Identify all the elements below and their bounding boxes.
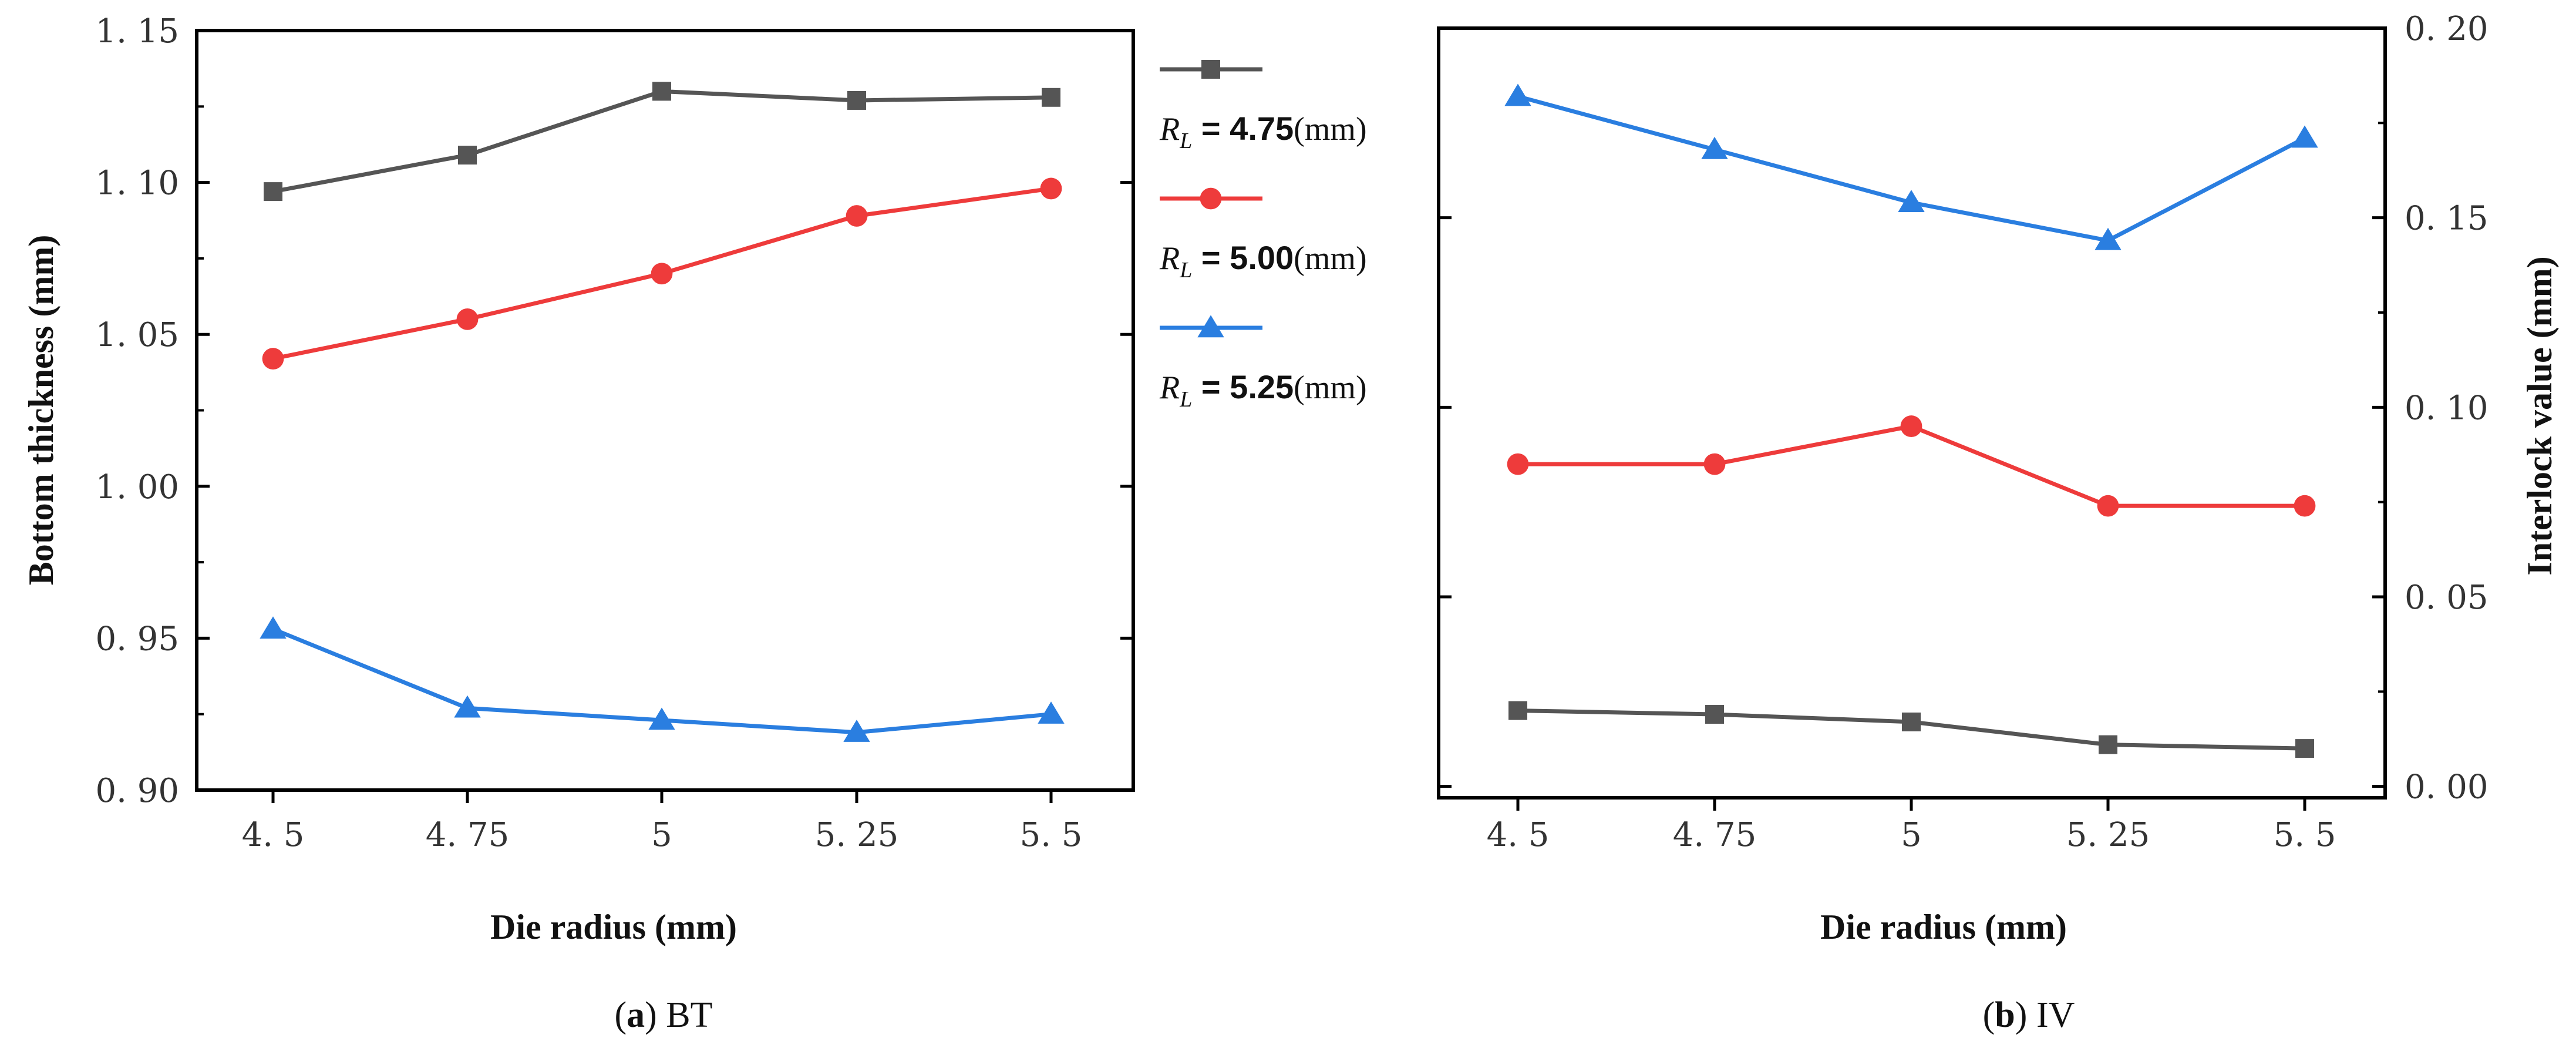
chart-interlock-value: 0. 00 0. 05 0. 10 0. 15 0. 20 4. 5 4. 75 5 5. 2… [1437, 10, 2559, 1035]
data-point-s1-0 [1507, 453, 1529, 475]
legend-label-2: RL = 5.25(mm) [1159, 368, 1367, 412]
legend-marker-2 [1197, 315, 1224, 338]
y-axis-title-b: Interlock value (mm) [2520, 256, 2559, 575]
y-tick-label: 0. 20 [2405, 10, 2489, 48]
data-point-s2-1 [454, 695, 481, 718]
data-point-s0-3 [847, 90, 866, 110]
x-tick-label: 5 [1901, 816, 1922, 854]
data-point-s2-2 [1898, 190, 1925, 213]
data-point-s1-4 [2294, 495, 2316, 517]
x-tick-label: 5 [651, 816, 672, 854]
y-tick-label: 1. 05 [96, 316, 180, 354]
series-line-2 [1517, 94, 2306, 243]
data-point-s1-2 [651, 263, 673, 285]
data-point-s2-0 [260, 616, 287, 639]
data-point-s1-3 [846, 205, 868, 227]
x-axis-title-b: Die radius (mm) [1820, 908, 2067, 946]
legend-marker-0 [1201, 60, 1220, 79]
caption-a-label: a [627, 995, 645, 1035]
data-point-s2-3 [2095, 227, 2122, 250]
x-tick-label: 4. 5 [242, 816, 305, 854]
data-point-s2-4 [1038, 701, 1065, 724]
data-point-s2-2 [648, 707, 675, 730]
y-tick-label: 0. 05 [2405, 579, 2489, 617]
y-tick-label: 0. 90 [96, 772, 180, 810]
data-point-s1-1 [1703, 453, 1726, 475]
x-tick-label: 4. 75 [1673, 816, 1757, 854]
data-point-s0-0 [1508, 701, 1527, 720]
data-point-s0-2 [652, 82, 671, 101]
legend-label-0: RL = 4.75(mm) [1159, 110, 1367, 153]
caption-a: (a) BT [614, 995, 712, 1035]
x-tick-label: 5. 25 [2066, 816, 2150, 854]
caption-b-label: b [1995, 995, 2015, 1035]
caption-b-text: IV [2036, 995, 2075, 1035]
legend-label-1: RL = 5.00(mm) [1159, 239, 1367, 283]
plot-frame-a [195, 29, 1135, 792]
data-point-s0-3 [2099, 735, 2117, 754]
y-tick-label: 1. 15 [96, 12, 180, 51]
data-point-s1-4 [1040, 177, 1062, 200]
data-point-s2-4 [2291, 125, 2318, 148]
y-tick-label: 1. 10 [96, 164, 180, 203]
data-point-s0-1 [458, 146, 477, 165]
data-point-s0-0 [264, 182, 282, 201]
y-axis-title-a: Bottom thickness (mm) [22, 235, 60, 586]
x-axis-title-a: Die radius (mm) [490, 908, 737, 946]
legend-marker-1 [1200, 187, 1222, 210]
chart-bottom-thickness: 0. 90 0. 95 1. 00 1. 05 1. 10 1. 15 4. 5 4. 75… [22, 12, 1135, 1035]
series-line-0 [272, 89, 1052, 194]
data-point-s0-2 [1902, 712, 1921, 731]
caption-a-text: BT [666, 995, 712, 1035]
data-point-s0-1 [1705, 705, 1724, 724]
y-tick-label: 0. 15 [2405, 200, 2489, 238]
y-tick-label: 0. 95 [96, 620, 180, 658]
y-tick-label: 0. 10 [2405, 389, 2489, 427]
data-point-s2-0 [1504, 83, 1531, 106]
data-point-s2-3 [843, 720, 870, 742]
y-tick-label: 0. 00 [2405, 768, 2489, 807]
data-point-s0-4 [2295, 739, 2314, 758]
x-tick-label: 5. 5 [1020, 816, 1083, 854]
x-tick-label: 4. 5 [1487, 816, 1550, 854]
x-tick-label: 5. 25 [815, 816, 899, 854]
data-point-s2-1 [1701, 136, 1728, 159]
data-point-s0-4 [1042, 88, 1060, 107]
legend: RL = 4.75(mm) RL = 5.00(mm) RL = 5.25(mm) [1159, 60, 1367, 412]
data-point-s1-2 [1900, 415, 1922, 437]
x-tick-label: 4. 75 [426, 816, 510, 854]
caption-b: (b) IV [1983, 995, 2075, 1035]
data-point-s1-3 [2097, 495, 2119, 517]
y-tick-label: 1. 00 [96, 468, 180, 506]
data-point-s1-0 [262, 348, 284, 370]
plot-frame-b [1437, 26, 2387, 800]
x-tick-label: 5. 5 [2274, 816, 2336, 854]
data-point-s1-1 [456, 308, 479, 330]
series-line-1 [1518, 424, 2305, 508]
